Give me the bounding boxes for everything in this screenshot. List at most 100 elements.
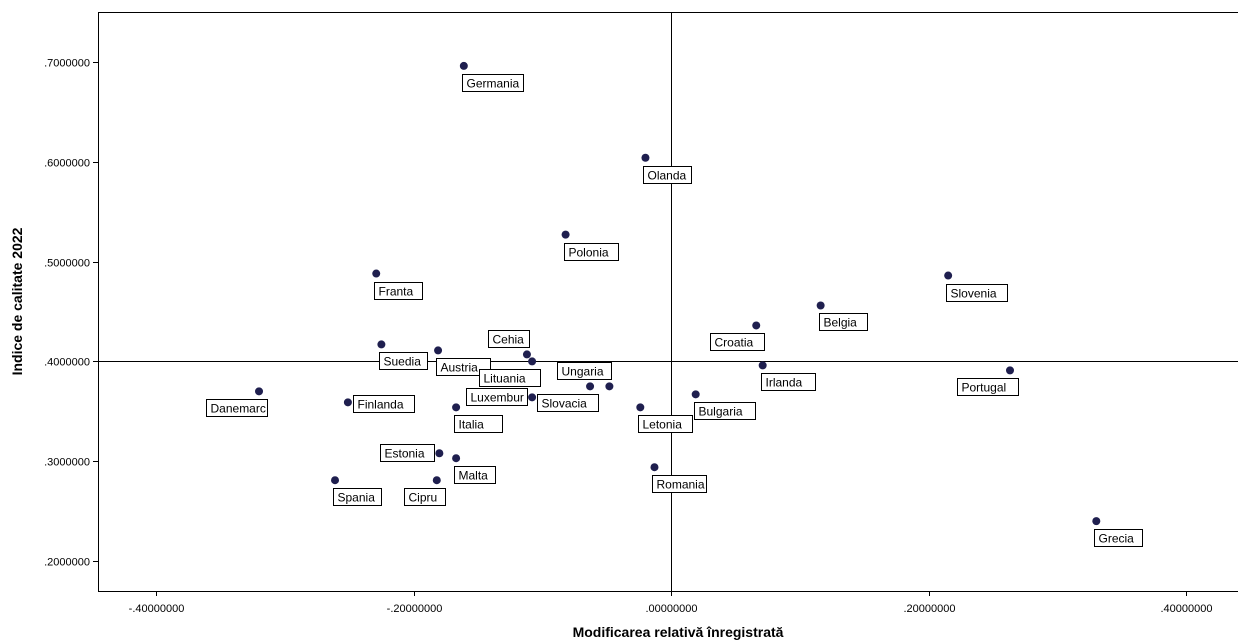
point-label-text: Spania bbox=[338, 491, 376, 505]
point-label-box bbox=[643, 166, 692, 184]
point-label: Franta bbox=[374, 282, 423, 300]
x-tick-label: .40000000 bbox=[1161, 603, 1213, 615]
point-label-box bbox=[333, 488, 382, 506]
x-tick-label: .00000000 bbox=[646, 603, 698, 615]
point-label: Austria bbox=[436, 358, 491, 376]
point-label-box bbox=[380, 444, 435, 462]
point-label-box bbox=[454, 415, 503, 433]
point-label-box bbox=[353, 395, 415, 413]
point-label: Portugal bbox=[957, 378, 1019, 396]
data-point bbox=[650, 463, 659, 472]
plot-area-border bbox=[98, 12, 1238, 592]
point-label-box bbox=[479, 369, 541, 387]
data-point bbox=[1092, 517, 1101, 526]
point-label: Letonia bbox=[638, 415, 693, 433]
point-label: Danemarc bbox=[206, 399, 268, 417]
data-point bbox=[561, 230, 570, 239]
point-label-text: Polonia bbox=[569, 246, 609, 260]
y-axis-ticks: .2000000 .3000000 .4000000 .5000000 .6000000… bbox=[44, 58, 98, 569]
point-label-text: Ungaria bbox=[562, 365, 604, 379]
point-label-text: Franta bbox=[379, 285, 414, 299]
point-label: Italia bbox=[454, 415, 503, 433]
data-point bbox=[331, 476, 340, 485]
data-point bbox=[377, 340, 386, 349]
point-label-text: Croatia bbox=[715, 336, 754, 350]
point-label-box bbox=[466, 388, 528, 406]
point-label: Lituania bbox=[479, 369, 541, 387]
point-label-box bbox=[557, 362, 612, 380]
point-label: Belgia bbox=[819, 313, 868, 331]
point-label: Cehia bbox=[488, 330, 530, 348]
x-axis-ticks: -.40000000 -.20000000 .00000000 .20000000 .4… bbox=[129, 591, 1213, 615]
point-label-text: Portugal bbox=[962, 381, 1007, 395]
x-tick-label: .20000000 bbox=[904, 603, 956, 615]
point-label-text: Italia bbox=[459, 418, 485, 432]
point-label-text: Austria bbox=[441, 361, 479, 375]
point-label-text: Germania bbox=[467, 77, 520, 91]
point-label-box bbox=[454, 466, 496, 484]
data-points bbox=[255, 61, 1101, 526]
point-label-box bbox=[537, 394, 599, 412]
plot-frame bbox=[98, 12, 1238, 592]
point-label-text: Romania bbox=[657, 478, 705, 492]
data-point bbox=[758, 361, 767, 370]
x-tick-label: -.20000000 bbox=[387, 603, 443, 615]
point-label-box bbox=[379, 352, 428, 370]
point-label: Bulgaria bbox=[694, 402, 756, 420]
data-point bbox=[528, 393, 537, 402]
point-label: Malta bbox=[454, 466, 496, 484]
x-tick-label: -.40000000 bbox=[129, 603, 185, 615]
point-label-text: Olanda bbox=[648, 169, 687, 183]
point-label-box bbox=[946, 284, 1008, 302]
point-label-box bbox=[1094, 529, 1143, 547]
point-label: Irlanda bbox=[761, 373, 816, 391]
point-label: Romania bbox=[652, 475, 707, 493]
point-label: Cipru bbox=[404, 488, 446, 506]
data-point bbox=[752, 321, 761, 330]
data-point bbox=[255, 387, 264, 396]
point-label-text: Suedia bbox=[384, 355, 422, 369]
data-point bbox=[944, 271, 953, 280]
point-label: Estonia bbox=[380, 444, 435, 462]
data-point bbox=[641, 153, 650, 162]
point-label-text: Belgia bbox=[824, 316, 858, 330]
point-label-box bbox=[404, 488, 446, 506]
x-axis-title: Modificarea relativă înregistrată bbox=[573, 624, 784, 640]
y-tick-label: .6000000 bbox=[44, 158, 90, 170]
data-point bbox=[459, 61, 468, 70]
point-label-box bbox=[638, 415, 693, 433]
point-label: Slovenia bbox=[946, 284, 1008, 302]
point-label-text: Cipru bbox=[409, 491, 438, 505]
data-point bbox=[435, 449, 444, 458]
data-point bbox=[636, 403, 645, 412]
data-point bbox=[816, 301, 825, 310]
data-point bbox=[343, 398, 352, 407]
y-tick-label: .2000000 bbox=[44, 557, 90, 569]
point-label-box bbox=[488, 330, 530, 348]
point-label: Germania bbox=[462, 74, 524, 92]
point-label-box bbox=[436, 358, 491, 376]
point-label-box bbox=[564, 243, 619, 261]
y-tick-label: .3000000 bbox=[44, 457, 90, 469]
point-label: Grecia bbox=[1094, 529, 1143, 547]
point-label-text: Malta bbox=[459, 469, 489, 483]
point-label-text: Irlanda bbox=[766, 376, 803, 390]
point-label-box bbox=[652, 475, 707, 493]
point-label: Ungaria bbox=[557, 362, 612, 380]
point-label: Spania bbox=[333, 488, 382, 506]
reference-lines bbox=[98, 12, 1238, 591]
point-label-text: Bulgaria bbox=[699, 405, 743, 419]
y-tick-label: .7000000 bbox=[44, 58, 90, 70]
data-point bbox=[372, 269, 381, 278]
data-point bbox=[452, 454, 461, 463]
point-label: Olanda bbox=[643, 166, 692, 184]
data-point bbox=[452, 403, 461, 412]
point-label-text: Slovenia bbox=[951, 287, 997, 301]
point-label-box bbox=[462, 74, 524, 92]
y-axis-title: Indice de calitate 2022 bbox=[9, 227, 25, 375]
point-label-text: Grecia bbox=[1099, 532, 1135, 546]
point-label: Luxembur bbox=[466, 388, 528, 406]
point-label-text: Cehia bbox=[493, 333, 525, 347]
data-point bbox=[605, 382, 614, 391]
point-label-box bbox=[374, 282, 423, 300]
